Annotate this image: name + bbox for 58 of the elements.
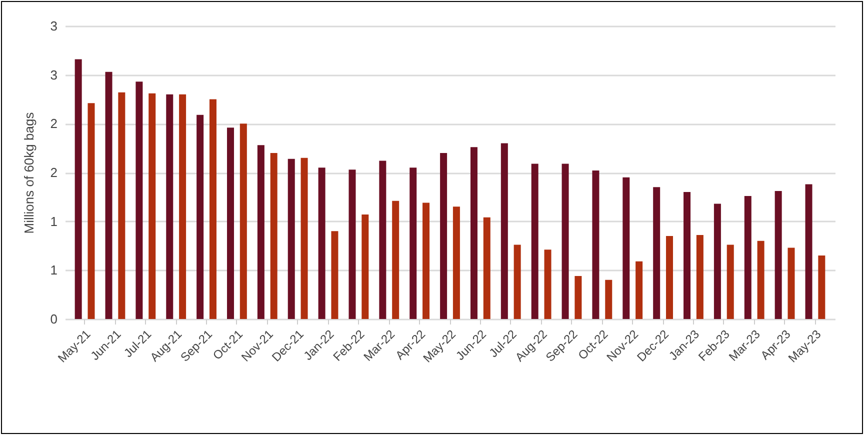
bar [452, 206, 460, 319]
y-tick-label: 0 [50, 312, 58, 326]
bar [136, 82, 143, 319]
bar [166, 94, 174, 319]
bar [392, 200, 400, 319]
bar [105, 72, 112, 319]
bar [818, 256, 826, 319]
bar [257, 145, 264, 319]
bar [379, 160, 386, 319]
bar [805, 184, 812, 319]
bar [118, 92, 126, 319]
bar [196, 114, 204, 319]
bar [227, 128, 234, 319]
bar [774, 191, 782, 319]
bar [440, 152, 448, 319]
bar [544, 250, 552, 319]
bar [318, 168, 326, 319]
y-axis-title: Millions of 60kg bags [21, 112, 36, 234]
bar [666, 236, 673, 319]
bar [362, 214, 369, 319]
bar [240, 124, 247, 319]
bar [422, 202, 430, 319]
bar [88, 103, 95, 319]
y-tick-label: 3 [50, 67, 58, 82]
bar [788, 248, 795, 319]
bar [696, 235, 704, 319]
bar [592, 170, 600, 319]
bar [300, 158, 308, 319]
y-tick-label: 3 [50, 18, 58, 34]
bar [714, 204, 721, 319]
bar [562, 164, 569, 319]
bar [288, 158, 295, 319]
bar [514, 244, 521, 319]
bar [348, 170, 356, 319]
bar [410, 168, 417, 319]
bar [331, 231, 338, 319]
bar [636, 261, 643, 319]
bar [622, 177, 630, 319]
bar [74, 59, 82, 319]
bar [148, 93, 156, 319]
bar [684, 192, 691, 319]
y-tick-label: 1 [50, 262, 58, 278]
bar [726, 244, 734, 319]
bar [179, 94, 186, 319]
bar [744, 196, 752, 319]
bar [470, 147, 478, 319]
bar [605, 280, 612, 319]
bar [483, 217, 490, 319]
y-tick-label: 2 [50, 116, 58, 132]
bar [653, 187, 660, 319]
bar [531, 164, 538, 319]
y-tick-label: 1 [50, 214, 58, 229]
y-tick-label: 2 [50, 165, 58, 180]
bar [209, 99, 216, 319]
bar [270, 152, 278, 319]
bar [574, 276, 582, 319]
bar [500, 143, 508, 319]
bar [757, 240, 764, 319]
